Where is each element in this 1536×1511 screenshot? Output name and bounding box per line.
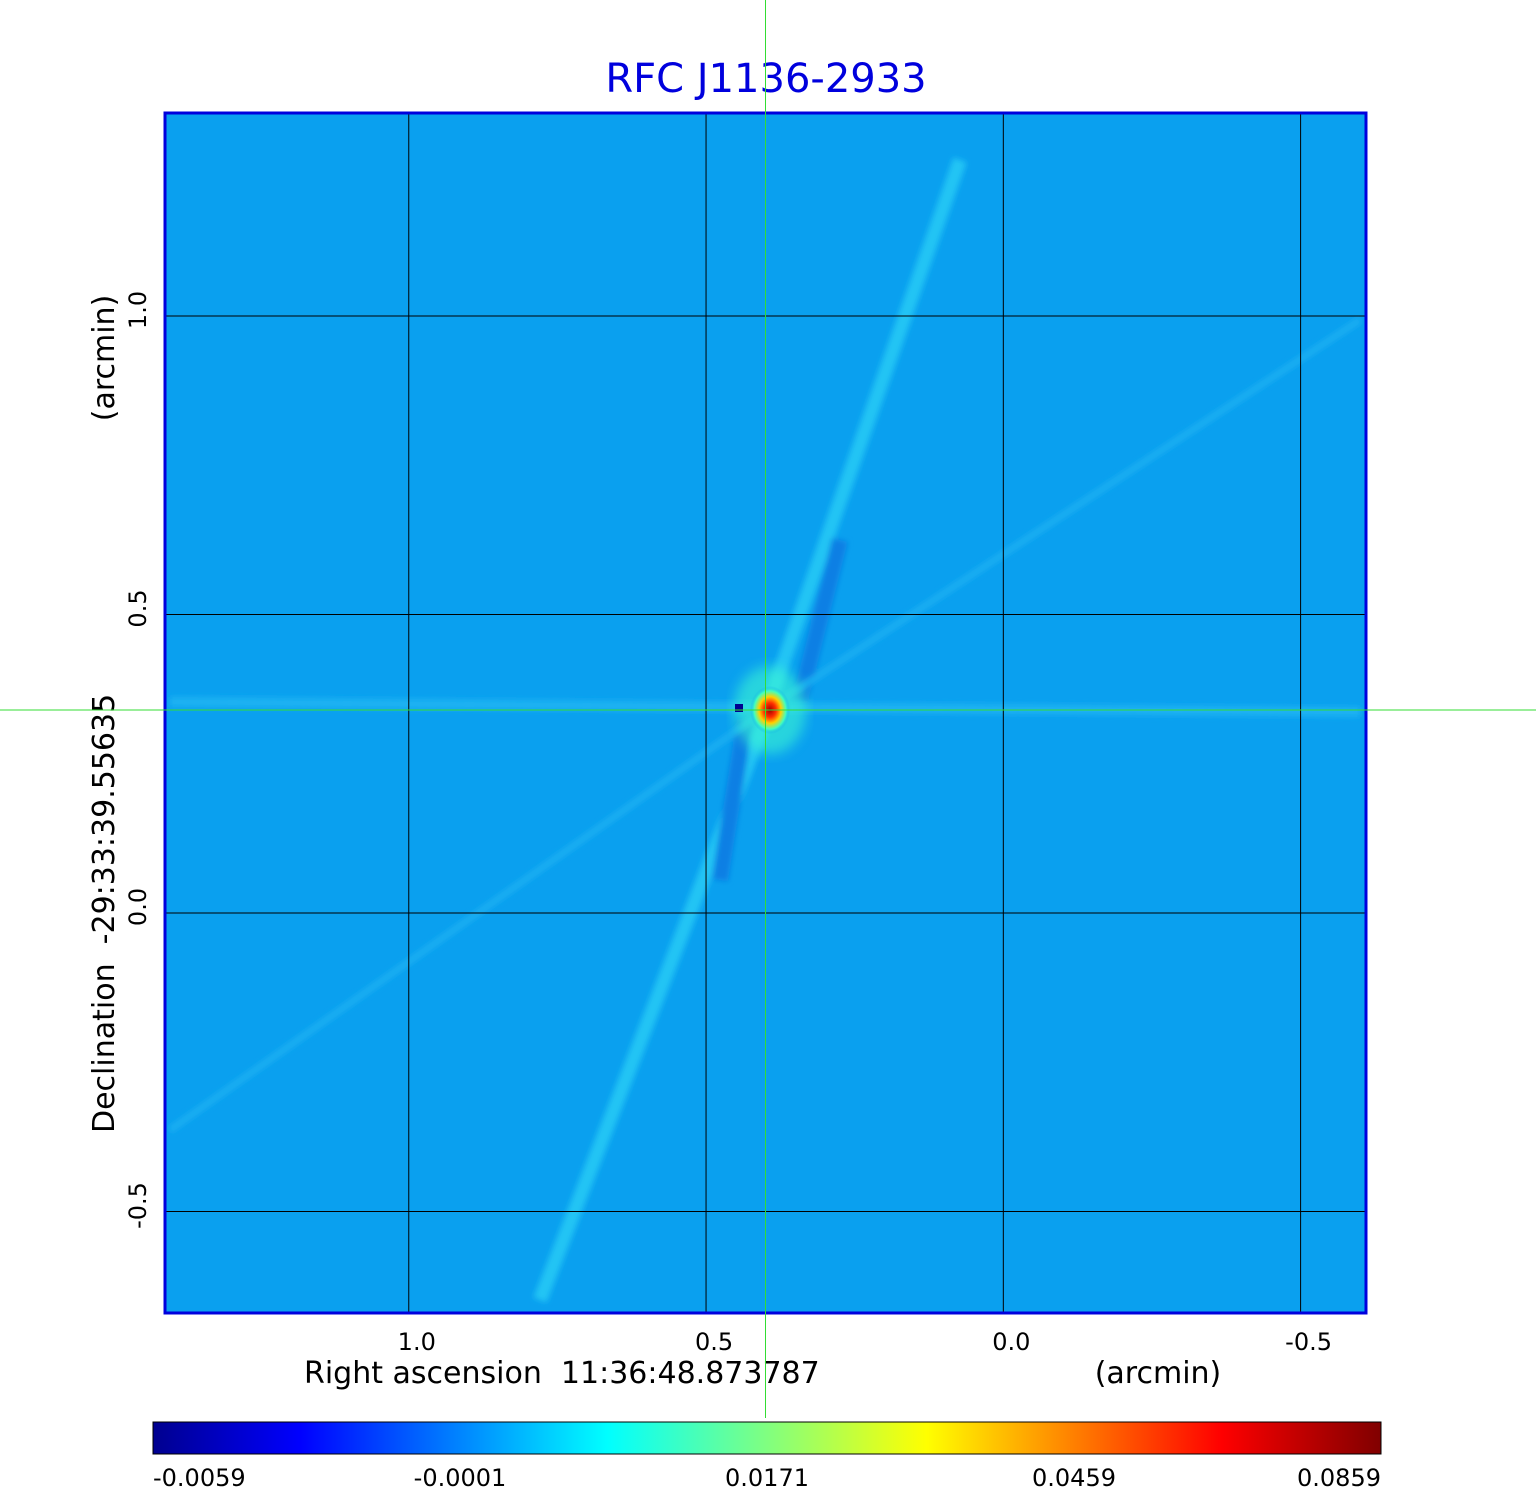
colorbar-tick-label: 0.0859 <box>1297 1464 1381 1492</box>
y-tick-label: 1.0 <box>124 291 152 329</box>
x-axis-unit: (arcmin) <box>1095 1356 1222 1391</box>
streak-main-upper <box>763 157 967 703</box>
colorbar-tick-label: -0.0001 <box>414 1464 507 1492</box>
y-tick-label: 0.5 <box>124 589 152 627</box>
x-tick-label: 1.0 <box>398 1328 436 1356</box>
x-tick-label: 0.5 <box>695 1328 733 1356</box>
negative-pixel <box>735 704 743 712</box>
crosshair <box>0 0 1536 1418</box>
colorbar-tick-label: 0.0459 <box>1032 1464 1116 1492</box>
x-tick-label: -0.5 <box>1285 1328 1332 1356</box>
colorbar-tick-labels: -0.0059 -0.0001 0.0171 0.0459 0.0859 <box>153 1464 1381 1492</box>
x-axis-label: Right ascension 11:36:48.873787 <box>304 1356 820 1391</box>
x-tick-label: 0.0 <box>992 1328 1030 1356</box>
streak-dark-lower <box>712 718 753 882</box>
colorbar-tick-label: -0.0059 <box>153 1464 246 1492</box>
y-tick-labels: 1.0 0.5 0.0 -0.5 <box>124 291 152 1229</box>
x-tick-labels: 1.0 0.5 0.0 -0.5 <box>398 1328 1332 1356</box>
y-tick-label: -0.5 <box>124 1182 152 1229</box>
streak-diag-1 <box>764 317 1362 713</box>
y-axis-label: Declination -29:33:39.55635 <box>87 694 122 1133</box>
streak-diag-2 <box>168 707 768 1133</box>
y-axis-unit: (arcmin) <box>87 295 122 422</box>
colorbar <box>152 1421 1382 1455</box>
colorbar-tick-label: 0.0171 <box>725 1464 809 1492</box>
streak-dark-upper <box>792 538 848 702</box>
y-tick-label: 0.0 <box>124 888 152 926</box>
